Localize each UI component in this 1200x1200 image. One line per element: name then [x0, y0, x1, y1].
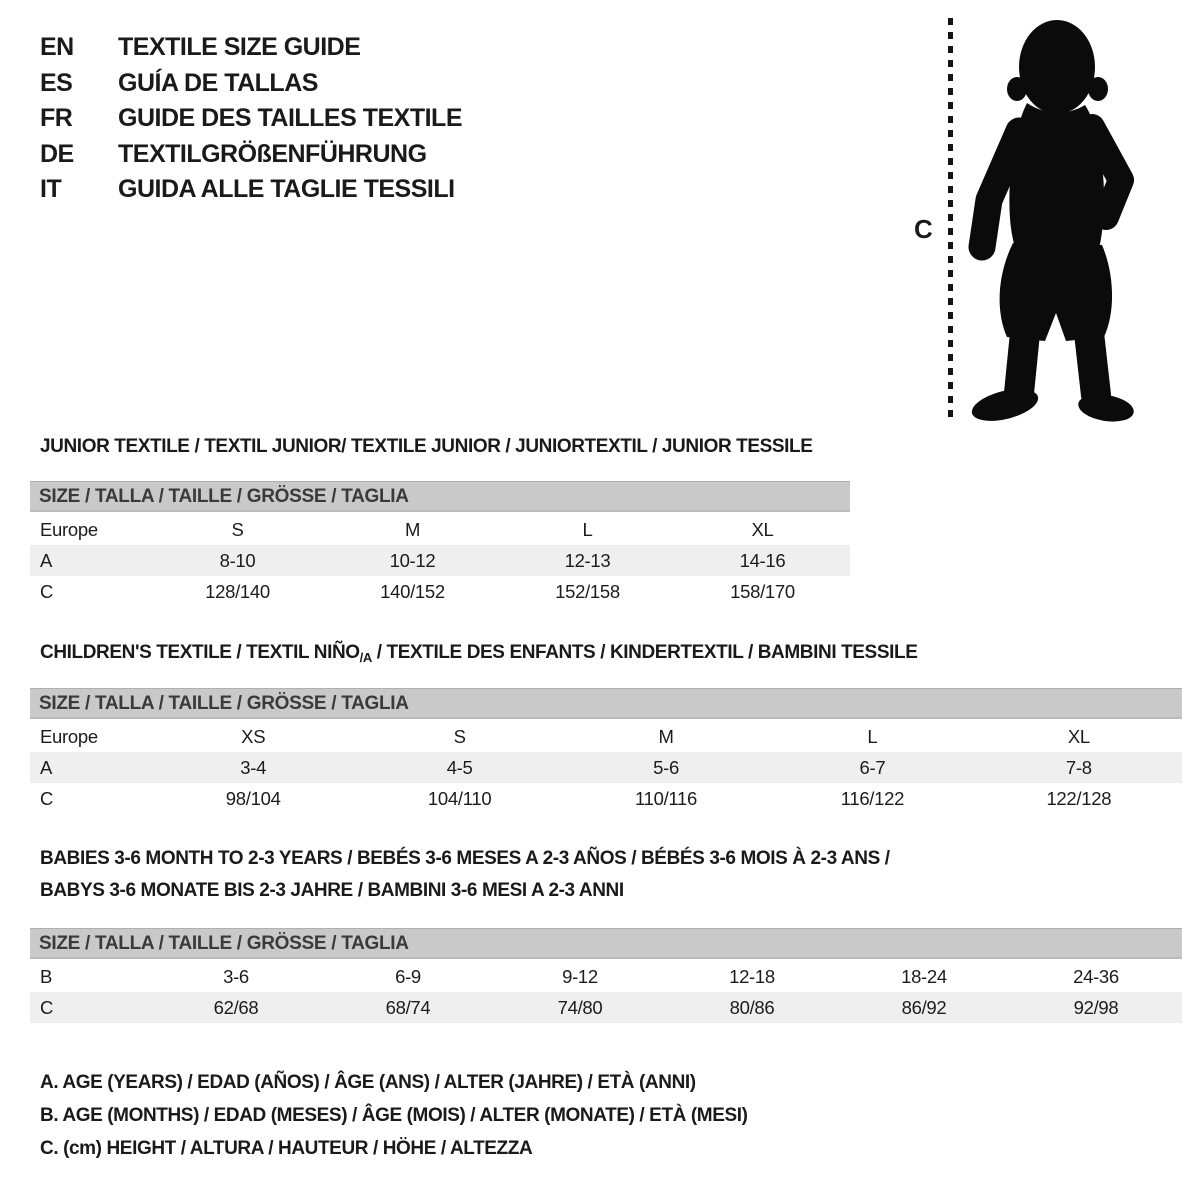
header-cell-region: Europe	[40, 725, 98, 747]
babies-size-table: SIZE / TALLA / TAILLE / GRÖSSE / TAGLIA …	[30, 928, 1182, 1023]
language-row-it: IT GUIDA ALLE TAGLIE TESSILI	[40, 172, 462, 208]
guide-title: GUIDE DES TAILLES TEXTILE	[118, 104, 463, 133]
junior-section-title: JUNIOR TEXTILE / TEXTIL JUNIOR/ TEXTILE …	[40, 436, 813, 457]
height-dashed-line	[948, 18, 953, 418]
row-label: C	[40, 996, 54, 1018]
language-row-fr: FR GUIDE DES TAILLES TEXTILE	[40, 101, 463, 137]
cell-value: 14-16	[739, 549, 786, 571]
table-row-height: C 128/140 140/152 152/158 158/170	[30, 576, 850, 607]
cell-value: 62/68	[213, 996, 259, 1018]
table-row-height: C 62/68 68/74 74/80 80/86 86/92 92/98	[30, 992, 1182, 1023]
cell-value: 9-12	[562, 965, 598, 987]
table-row-height: C 98/104 104/110 110/116 116/122 122/128	[30, 783, 1182, 814]
babies-section-title-line2: BABYS 3-6 MONATE BIS 2-3 JAHRE / BAMBINI…	[40, 880, 624, 901]
header-cell-size: L	[582, 518, 593, 540]
cell-value: 116/122	[840, 787, 905, 809]
row-label: A	[40, 549, 53, 571]
cell-value: 86/92	[901, 996, 947, 1018]
language-code: ES	[40, 68, 73, 97]
language-title-list: EN TEXTILE SIZE GUIDE ES GUÍA DE TALLAS …	[40, 30, 463, 208]
cell-value: 74/80	[557, 996, 603, 1018]
cell-value: 12-13	[564, 549, 611, 571]
cell-value: 6-9	[395, 965, 421, 987]
cell-value: 5-6	[653, 756, 679, 778]
cell-value: 8-10	[219, 549, 256, 571]
cell-value: 140/152	[380, 580, 445, 602]
size-band: SIZE / TALLA / TAILLE / GRÖSSE / TAGLIA	[30, 928, 1182, 959]
row-label: C	[40, 580, 54, 602]
header-cell-size: S	[453, 725, 466, 747]
cell-value: 68/74	[385, 996, 431, 1018]
cell-value: 24-36	[1073, 965, 1119, 987]
row-label: C	[40, 787, 54, 809]
cell-value: 3-6	[223, 965, 249, 987]
children-title-suffix: / TEXTILE DES ENFANTS / KINDERTEXTIL / B…	[371, 642, 918, 663]
cell-value: 6-7	[859, 756, 886, 778]
language-row-de: DE TEXTILGRÖßENFÜHRUNG	[40, 137, 462, 173]
children-size-table: SIZE / TALLA / TAILLE / GRÖSSE / TAGLIA …	[30, 688, 1182, 814]
junior-size-table: SIZE / TALLA / TAILLE / GRÖSSE / TAGLIA …	[30, 481, 850, 607]
measurement-legend: A. AGE (YEARS) / EDAD (AÑOS) / ÂGE (ANS)…	[40, 1072, 748, 1171]
row-label: B	[40, 965, 53, 987]
language-code: EN	[40, 33, 74, 62]
cell-value: 158/170	[730, 580, 795, 602]
header-cell-size: S	[231, 518, 244, 540]
table-header-row: Europe XS S M L XL	[30, 721, 1182, 752]
cell-value: 18-24	[901, 965, 947, 987]
header-cell-size: XL	[1067, 725, 1090, 747]
cell-value: 7-8	[1065, 756, 1092, 778]
guide-title: GUIDA ALLE TAGLIE TESSILI	[118, 175, 455, 204]
header-cell-size: XS	[241, 725, 266, 747]
cell-value: 3-4	[240, 756, 267, 778]
cell-value: 10-12	[389, 549, 436, 571]
language-code: IT	[40, 175, 62, 204]
children-title-prefix: CHILDREN'S TEXTILE / TEXTIL NIÑO	[40, 642, 360, 663]
language-code: DE	[40, 139, 74, 168]
legend-line-c: C. (cm) HEIGHT / ALTURA / HAUTEUR / HÖHE…	[40, 1138, 533, 1159]
language-code: FR	[40, 104, 73, 133]
guide-title: TEXTILGRÖßENFÜHRUNG	[118, 139, 427, 168]
table-row-age-months: B 3-6 6-9 9-12 12-18 18-24 24-36	[30, 961, 1182, 992]
cell-value: 80/86	[729, 996, 775, 1018]
header-cell-region: Europe	[40, 518, 98, 540]
legend-line-a: A. AGE (YEARS) / EDAD (AÑOS) / ÂGE (ANS)…	[40, 1072, 696, 1093]
size-band: SIZE / TALLA / TAILLE / GRÖSSE / TAGLIA	[30, 481, 850, 512]
table-row-age: A 8-10 10-12 12-13 14-16	[30, 545, 850, 576]
language-row-es: ES GUÍA DE TALLAS	[40, 66, 462, 102]
header-cell-size: M	[658, 725, 674, 747]
header-cell-size: M	[404, 518, 421, 540]
size-band: SIZE / TALLA / TAILLE / GRÖSSE / TAGLIA	[30, 688, 1182, 719]
children-section-title: CHILDREN'S TEXTILE / TEXTIL NIÑO/A / TEX…	[40, 642, 918, 665]
table-row-age: A 3-4 4-5 5-6 6-7 7-8	[30, 752, 1182, 783]
babies-section-title-line1: BABIES 3-6 MONTH TO 2-3 YEARS / BEBÉS 3-…	[40, 848, 890, 869]
cell-value: 152/158	[555, 580, 620, 602]
cell-value: 122/128	[1046, 787, 1112, 809]
header-cell-size: L	[867, 725, 878, 747]
table-header-row: Europe S M L XL	[30, 514, 850, 545]
guide-title: GUÍA DE TALLAS	[118, 68, 318, 97]
guide-title: TEXTILE SIZE GUIDE	[118, 33, 361, 62]
cell-value: 98/104	[225, 787, 281, 809]
cell-value: 4-5	[446, 756, 473, 778]
toddler-silhouette-icon	[965, 15, 1145, 425]
language-row-en: EN TEXTILE SIZE GUIDE	[40, 30, 462, 66]
children-title-sub: /A	[359, 650, 373, 665]
cell-value: 92/98	[1073, 996, 1119, 1018]
cell-value: 12-18	[729, 965, 775, 987]
row-label: A	[40, 756, 53, 778]
header-cell-size: XL	[751, 518, 774, 540]
cell-value: 128/140	[205, 580, 270, 602]
legend-line-b: B. AGE (MONTHS) / EDAD (MESES) / ÂGE (MO…	[40, 1105, 748, 1126]
cell-value: 110/116	[635, 787, 698, 809]
cell-value: 104/110	[427, 787, 492, 809]
height-measure-label: C	[914, 214, 933, 244]
